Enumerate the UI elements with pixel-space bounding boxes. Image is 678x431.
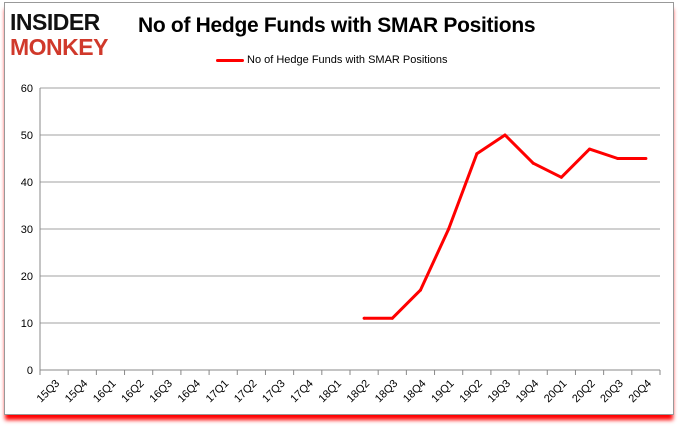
chart-frame	[4, 2, 674, 415]
x-tick-label: 19Q4	[514, 378, 542, 406]
data-point	[447, 227, 451, 231]
y-tick-label: 50	[21, 130, 33, 142]
x-tick-label: 17Q4	[288, 378, 316, 406]
chart-title: No of Hedge Funds with SMAR Positions	[138, 14, 536, 37]
x-tick-label: 16Q4	[176, 378, 204, 406]
x-tick-label: 19Q1	[429, 378, 457, 406]
y-tick-label: 60	[21, 83, 33, 95]
legend: No of Hedge Funds with SMAR Positions	[216, 54, 448, 66]
data-point	[503, 133, 507, 137]
x-tick-label: 17Q1	[204, 378, 232, 406]
x-tick-label: 19Q3	[486, 378, 514, 406]
x-tick-label: 16Q3	[147, 378, 175, 406]
series-line	[364, 133, 646, 320]
svg-text:MONKEY: MONKEY	[10, 34, 108, 58]
x-tick-label: 18Q2	[345, 378, 373, 406]
data-point	[390, 316, 394, 320]
insider-monkey-logo: INSIDER MONKEY	[10, 9, 109, 58]
x-tick-label: 16Q1	[91, 378, 119, 406]
x-tick-label: 17Q2	[232, 378, 260, 406]
data-point	[475, 152, 479, 156]
data-point	[616, 157, 620, 160]
x-tick-label: 15Q3	[35, 378, 63, 406]
data-point	[531, 161, 535, 165]
y-tick-label: 0	[27, 365, 33, 377]
x-tick-label: 20Q4	[627, 378, 655, 406]
x-tick-label: 18Q3	[373, 378, 401, 406]
x-tick-label: 19Q2	[457, 378, 485, 406]
legend-label: No of Hedge Funds with SMAR Positions	[247, 54, 448, 66]
x-tick-label: 20Q1	[542, 378, 570, 406]
x-tick-label: 18Q4	[401, 378, 429, 406]
data-point	[644, 157, 648, 160]
x-tick-label: 17Q3	[260, 378, 288, 406]
data-point	[362, 316, 366, 320]
legend-swatch	[216, 58, 244, 62]
x-tick-label: 20Q2	[570, 378, 598, 406]
x-tick-label: 16Q2	[119, 378, 147, 406]
data-point	[588, 147, 592, 151]
y-tick-label: 40	[21, 177, 33, 189]
data-point	[418, 288, 422, 292]
y-tick-label: 20	[21, 271, 33, 283]
data-point	[559, 175, 563, 179]
svg-text:INSIDER: INSIDER	[10, 9, 101, 35]
x-tick-label: 15Q4	[63, 378, 91, 406]
y-tick-label: 10	[21, 318, 33, 330]
x-tick-label: 20Q3	[598, 378, 626, 406]
y-tick-label: 30	[21, 224, 33, 236]
x-tick-label: 18Q1	[317, 378, 345, 406]
